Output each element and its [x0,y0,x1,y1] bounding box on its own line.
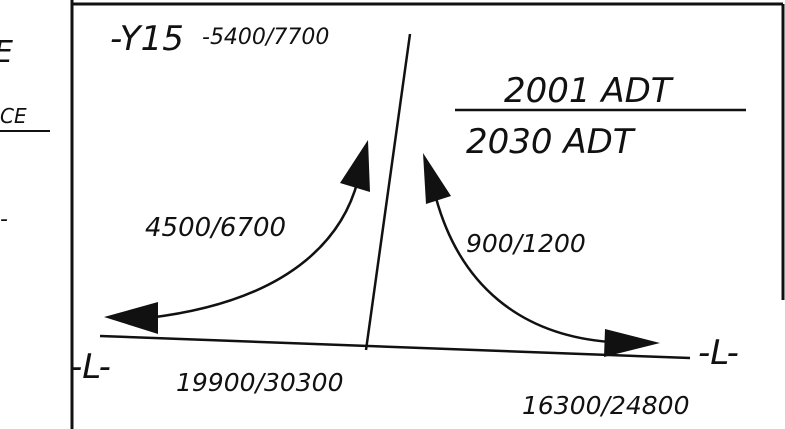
cross-road-volume: -5400/7700 [202,25,329,50]
right-turn-volume: 900/1200 [466,229,586,258]
cross-road-labels: -Y15 -5400/7700 [110,19,329,59]
left-turn-arrow [104,140,370,334]
road-lines [99,33,691,360]
right-turn-curve [434,197,611,344]
margin-underlined-text: CE [0,104,27,128]
left-turn-arrowhead-top [340,140,370,192]
mainline-right-volume: 16300/24800 [522,391,689,420]
mainline-road-line [99,334,691,360]
mainline-right-label: -L- [698,333,739,373]
left-turn-curve [147,179,360,320]
legend-denominator: 2030 ADT [466,122,636,162]
right-turn-arrow [423,153,660,357]
mainline-left-volume: 19900/30300 [176,368,343,397]
cross-road-label: -Y15 [110,19,184,59]
mainline-left-label: -L- [70,347,111,387]
left-turn-arrowhead-left [104,302,158,334]
cross-road-line [364,33,412,351]
right-turn-arrowhead-top [423,153,451,204]
frame [70,0,785,429]
margin-glyph-top: E [0,35,13,70]
right-turn-arrowhead-right [604,329,660,357]
left-turn-volume: 4500/6700 [145,213,286,243]
legend: 2001 ADT 2030 ADT [455,71,746,162]
mainline-right-labels: -L- 16300/24800 [522,333,739,420]
left-margin-fragments: E CE - [0,35,50,232]
margin-dash: - [0,207,8,232]
legend-numerator: 2001 ADT [504,71,674,111]
mainline-left-labels: -L- 19900/30300 [70,347,343,397]
